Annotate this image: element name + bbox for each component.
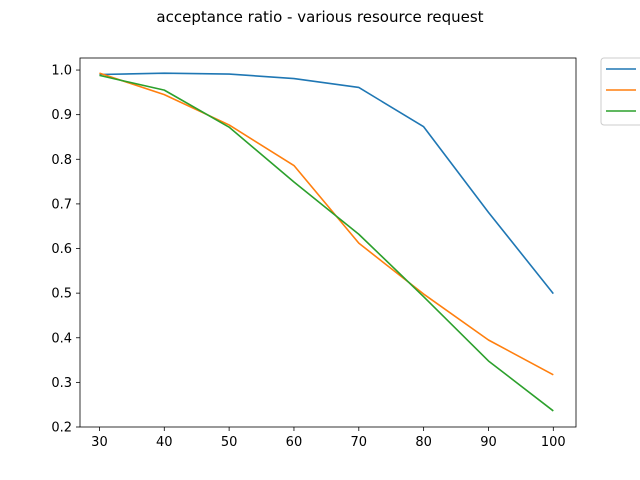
y-tick-label: 0.2 [51, 421, 72, 436]
x-tick-label: 100 [541, 435, 566, 450]
y-tick-label: 0.8 [51, 153, 72, 168]
y-tick-label: 0.7 [51, 197, 72, 212]
y-tick-label: 0.3 [51, 376, 72, 391]
x-tick-label: 80 [415, 435, 432, 450]
x-tick-label: 60 [286, 435, 303, 450]
legend-box [600, 57, 640, 126]
y-tick-label: 1.0 [51, 64, 72, 79]
chart-title: acceptance ratio - various resource requ… [156, 8, 483, 26]
x-tick-label: 70 [351, 435, 368, 450]
series-line-3 [99, 74, 554, 412]
y-tick-label: 0.5 [51, 287, 72, 302]
series-line-1 [99, 72, 554, 295]
y-tick-label: 0.6 [51, 242, 72, 257]
y-tick-label: 0.9 [51, 108, 72, 123]
plot-area: 30 40 50 60 70 80 90 100 0.2 0.3 0.4 0.5 0.6 0.7 0.8 0.… [51, 57, 577, 450]
series-line-2 [99, 72, 554, 376]
x-tick-label: 90 [480, 435, 497, 450]
x-tick-label: 40 [156, 435, 173, 450]
x-tick-label: 50 [221, 435, 238, 450]
legend [600, 57, 640, 126]
x-tick-label: 30 [91, 435, 108, 450]
axes-frame [79, 57, 577, 428]
y-tick-label: 0.4 [51, 331, 72, 346]
